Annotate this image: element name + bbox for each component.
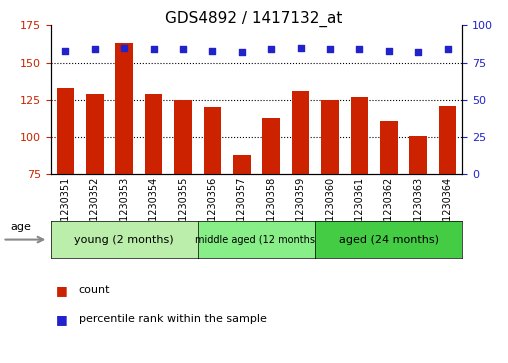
Bar xyxy=(263,118,280,174)
Point xyxy=(61,48,70,54)
Point xyxy=(297,45,305,50)
Bar xyxy=(409,135,427,174)
Bar xyxy=(233,155,250,174)
Text: aged (24 months): aged (24 months) xyxy=(339,234,439,245)
Point xyxy=(91,46,99,52)
Point xyxy=(267,46,275,52)
Bar xyxy=(115,43,133,174)
Point xyxy=(443,46,452,52)
Text: percentile rank within the sample: percentile rank within the sample xyxy=(79,314,267,325)
Bar xyxy=(86,94,104,174)
Bar xyxy=(439,106,456,174)
Point xyxy=(208,48,216,54)
Bar xyxy=(351,97,368,174)
Point xyxy=(355,46,363,52)
Bar xyxy=(292,91,309,174)
Bar xyxy=(145,94,163,174)
Text: ■: ■ xyxy=(56,284,68,297)
Point xyxy=(238,49,246,55)
Text: middle aged (12 months): middle aged (12 months) xyxy=(195,234,319,245)
Bar xyxy=(174,100,192,174)
Point xyxy=(179,46,187,52)
Point xyxy=(385,48,393,54)
Text: ■: ■ xyxy=(56,313,68,326)
Text: young (2 months): young (2 months) xyxy=(75,234,174,245)
Point xyxy=(326,46,334,52)
Point xyxy=(149,46,157,52)
Bar xyxy=(321,100,339,174)
Bar xyxy=(204,107,221,174)
Text: age: age xyxy=(10,222,31,232)
Bar xyxy=(380,121,398,174)
Point xyxy=(414,49,422,55)
Point xyxy=(120,45,129,50)
Text: GDS4892 / 1417132_at: GDS4892 / 1417132_at xyxy=(165,11,343,27)
Bar xyxy=(57,88,74,174)
Text: count: count xyxy=(79,285,110,295)
